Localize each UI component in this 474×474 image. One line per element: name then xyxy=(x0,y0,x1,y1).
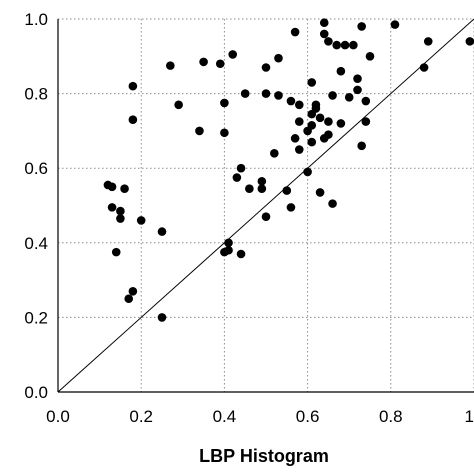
data-point xyxy=(357,22,366,31)
data-point xyxy=(232,173,242,182)
reference-line-group xyxy=(57,18,474,393)
data-point xyxy=(282,186,292,195)
data-point xyxy=(357,141,366,151)
data-point xyxy=(107,203,117,212)
axes xyxy=(57,19,474,393)
data-point xyxy=(390,20,400,29)
data-point xyxy=(324,130,333,139)
data-point xyxy=(228,50,238,59)
data-point xyxy=(353,74,362,83)
data-point xyxy=(157,227,167,236)
y-tick-label: 0.4 xyxy=(24,234,48,253)
data-point xyxy=(261,212,271,221)
data-point xyxy=(166,61,175,70)
data-point xyxy=(128,286,138,296)
data-point xyxy=(124,294,134,304)
data-point xyxy=(240,89,250,98)
data-point xyxy=(465,37,474,46)
data-point xyxy=(245,184,254,194)
data-point xyxy=(311,104,321,113)
data-point xyxy=(349,40,358,50)
data-point xyxy=(274,53,283,63)
data-point xyxy=(365,52,375,61)
data-point xyxy=(307,78,317,87)
data-point xyxy=(353,85,362,95)
data-point xyxy=(136,216,146,225)
data-point xyxy=(319,18,329,28)
data-point xyxy=(236,249,246,259)
data-point xyxy=(274,91,283,100)
y-tick-label: 0.8 xyxy=(24,85,48,104)
data-point xyxy=(236,163,246,173)
x-tick-label: 0.6 xyxy=(296,407,320,426)
data-point xyxy=(419,63,429,72)
data-point xyxy=(270,148,279,158)
data-point xyxy=(286,96,296,106)
data-point xyxy=(107,182,117,192)
data-point xyxy=(220,98,229,108)
data-point xyxy=(307,121,317,130)
data-point xyxy=(294,145,304,154)
data-point xyxy=(220,128,229,138)
y-tick-label: 0.2 xyxy=(24,308,48,327)
data-point xyxy=(111,247,121,257)
data-point xyxy=(290,134,300,143)
data-point xyxy=(215,59,225,69)
data-point xyxy=(294,100,304,110)
data-point xyxy=(116,206,125,216)
data-point xyxy=(257,184,267,194)
data-points xyxy=(103,18,474,322)
data-point xyxy=(174,100,183,110)
reference-line xyxy=(57,18,474,393)
y-tick-label: 0.6 xyxy=(24,159,48,178)
data-point xyxy=(328,199,337,208)
y-tick-label: 0.0 xyxy=(24,383,48,402)
data-point xyxy=(324,117,333,126)
data-point xyxy=(344,93,354,102)
data-point xyxy=(423,37,433,46)
x-tick-label: 1 xyxy=(465,407,474,426)
data-point xyxy=(261,89,271,98)
data-point xyxy=(120,184,129,194)
x-tick-label: 0.8 xyxy=(379,407,403,426)
data-point xyxy=(361,117,371,126)
data-point xyxy=(336,66,346,76)
data-point xyxy=(128,81,138,91)
data-point xyxy=(328,91,337,100)
x-tick-label: 0.0 xyxy=(46,407,70,426)
data-point xyxy=(324,37,333,46)
tick-labels: 0.0 0.2 0.4 0.6 0.8 1 0.0 0.2 0.4 0.6 0.8 1.0 xyxy=(24,10,474,426)
data-point xyxy=(340,40,350,50)
data-point xyxy=(257,176,267,186)
data-point xyxy=(286,203,296,212)
data-point xyxy=(199,57,208,67)
data-point xyxy=(315,113,325,123)
data-point xyxy=(224,245,233,255)
data-point xyxy=(303,167,312,177)
data-point xyxy=(195,126,204,136)
y-tick-label: 1.0 xyxy=(24,10,48,29)
data-point xyxy=(116,214,125,223)
x-tick-label: 0.4 xyxy=(213,407,237,426)
data-point xyxy=(224,238,233,248)
data-point xyxy=(290,27,300,37)
data-point xyxy=(128,115,138,125)
data-point xyxy=(157,313,167,322)
data-point xyxy=(261,63,271,72)
data-point xyxy=(336,119,346,128)
data-point xyxy=(315,188,325,197)
x-axis-title: LBP Histogram xyxy=(199,446,329,466)
data-point xyxy=(332,40,342,50)
data-point xyxy=(294,117,304,126)
x-tick-label: 0.2 xyxy=(129,407,153,426)
data-point xyxy=(361,96,371,106)
data-point xyxy=(307,137,317,147)
data-point xyxy=(319,29,329,39)
